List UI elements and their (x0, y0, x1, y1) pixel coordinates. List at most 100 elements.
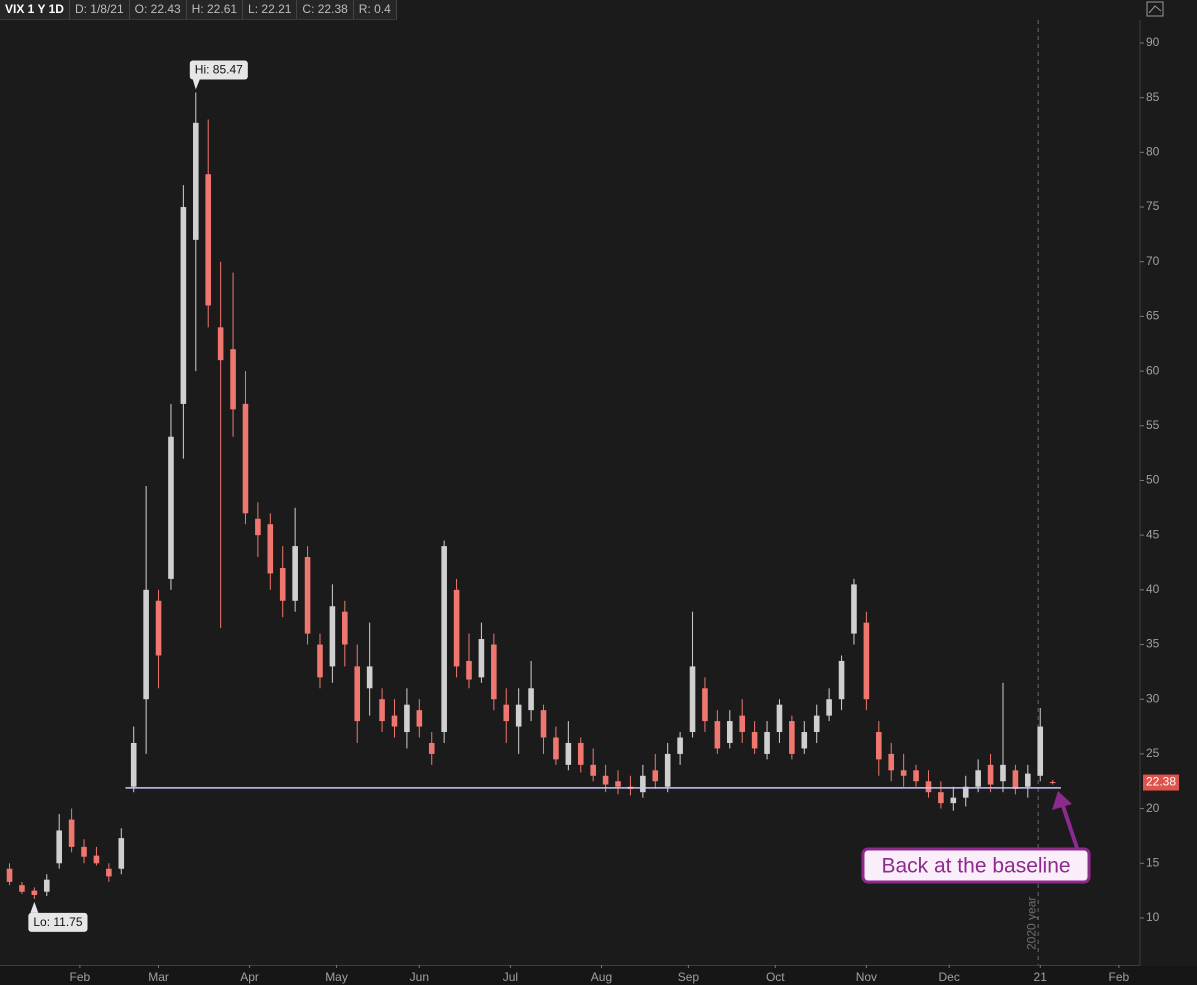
candle-body (317, 644, 323, 678)
candle-body (1012, 770, 1019, 789)
candle-body (1025, 773, 1031, 787)
candle-body (56, 830, 62, 864)
candle-body (279, 567, 286, 601)
candle-body (888, 753, 895, 771)
header-item: H: 22.61 (187, 0, 244, 19)
candle-body (43, 879, 50, 892)
candle-body (640, 775, 646, 793)
candle-body (826, 699, 832, 716)
candle-body (428, 742, 435, 754)
candle-body (81, 846, 87, 857)
header-item: O: 22.43 (130, 0, 187, 19)
candle-body (329, 606, 336, 667)
label-text: Hi: 85.47 (195, 63, 243, 77)
candle-body (590, 764, 596, 776)
header-item: VIX 1 Y 1D (0, 0, 70, 19)
candle-body (416, 710, 423, 727)
candle-body (255, 518, 261, 536)
candle-body (1037, 726, 1044, 776)
candle-body (540, 710, 547, 738)
candle-body (466, 660, 472, 680)
y-tick-label: 65 (1146, 309, 1160, 323)
candle-body (962, 786, 969, 798)
y-tick-label: 20 (1146, 801, 1160, 815)
x-tick-label: Sep (678, 970, 700, 984)
candle-body (453, 589, 460, 667)
y-tick-label: 15 (1146, 855, 1160, 869)
last-price-box (1143, 774, 1179, 791)
candle-body (31, 890, 38, 895)
header-item: C: 22.38 (297, 0, 354, 19)
x-tick-label: Jul (503, 970, 518, 984)
candle-body (726, 721, 733, 743)
candle-body (304, 557, 311, 634)
x-tick-label: Feb (1109, 970, 1130, 984)
x-tick-label: Oct (766, 970, 785, 984)
candle-body (503, 704, 510, 722)
x-tick-label: 21 (1034, 970, 1048, 984)
high-label: Hi: 85.47 (189, 60, 248, 90)
callout-arrow (1061, 805, 1079, 849)
candle-body (193, 122, 199, 240)
candle-body (751, 732, 758, 749)
candle-body (950, 797, 957, 804)
y-tick-label: 35 (1146, 637, 1160, 651)
candle-body (975, 770, 981, 787)
header-item: L: 22.21 (243, 0, 298, 19)
last-price-label: 22.38 (1146, 775, 1176, 789)
candle-body (6, 868, 13, 882)
candle-body (714, 721, 721, 749)
candle-body (267, 524, 274, 574)
y-tick-label: 45 (1146, 527, 1160, 541)
callout-arrowhead (1052, 791, 1072, 810)
candle-body (441, 546, 447, 733)
header-bar: VIX 1 Y 1D D: 1/8/21 O: 22.43 H: 22.61 L: 22… (0, 0, 397, 20)
candle-body (652, 770, 659, 782)
candle-body (900, 770, 907, 776)
candle-body (404, 704, 410, 733)
y-tick-label: 75 (1146, 199, 1160, 213)
candle-body (168, 436, 174, 579)
x-tick-label: Apr (240, 970, 259, 984)
candle-body (838, 660, 845, 700)
callout-box (861, 847, 1091, 884)
x-tick-label: May (325, 970, 348, 984)
header-item: D: 1/8/21 (70, 0, 130, 19)
x-tick-label: Feb (70, 970, 91, 984)
y-tick-label: 40 (1146, 582, 1160, 596)
candle-body (702, 688, 708, 722)
candle-body (391, 715, 398, 727)
candle-body (155, 600, 162, 656)
candle-body (813, 715, 820, 733)
settings-icon[interactable] (1146, 1, 1164, 17)
candle-body (577, 742, 584, 765)
candle-body (491, 644, 497, 700)
candle-body (938, 792, 944, 804)
candle-body (615, 781, 621, 787)
candle-body (863, 622, 870, 700)
candle-body (876, 732, 882, 760)
candle-body (851, 584, 857, 634)
x-tick-label: Jun (410, 970, 429, 984)
candle-body (553, 737, 559, 760)
label-pointer (30, 901, 39, 913)
y-tick-label: 80 (1146, 145, 1160, 159)
y-tick-label: 30 (1146, 691, 1160, 705)
candle-body (789, 721, 795, 754)
candle-body (118, 838, 125, 869)
low-label: Lo: 11.75 (28, 901, 88, 932)
y-tick-label: 50 (1146, 473, 1160, 487)
x-tick-label: Aug (591, 970, 612, 984)
y-tick-label: 60 (1146, 363, 1160, 377)
candle-body (602, 775, 609, 785)
y-tick-label: 90 (1146, 35, 1160, 49)
candle-body (565, 742, 572, 765)
header-item: R: 0.4 (354, 0, 397, 19)
candle-body (180, 207, 187, 404)
x-axis-band (0, 966, 1197, 985)
y-tick-label: 85 (1146, 90, 1160, 104)
candle-body (1049, 782, 1056, 784)
candle-body (739, 715, 745, 733)
candle-body (515, 704, 522, 727)
